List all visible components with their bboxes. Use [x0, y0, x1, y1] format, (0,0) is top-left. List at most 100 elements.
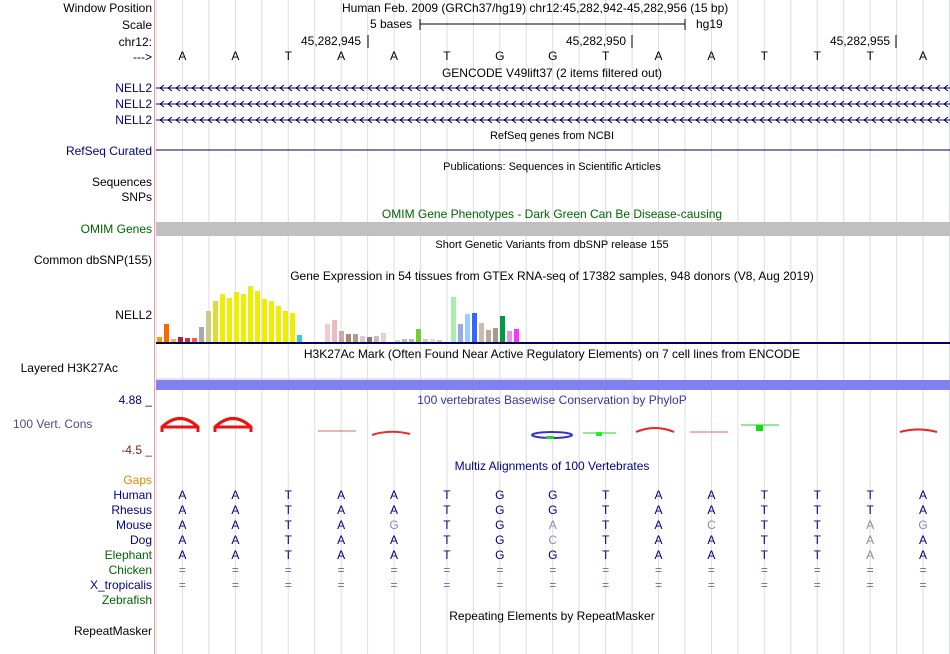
multiz-base: = [549, 563, 557, 577]
multiz-base: A [231, 548, 240, 562]
gencode-item-label[interactable]: NELL2 [115, 97, 152, 111]
multiz-track-title[interactable]: Multiz Alignments of 100 Vertebrates [454, 459, 650, 473]
multiz-base: T [601, 488, 610, 502]
omim-track-title[interactable]: OMIM Gene Phenotypes - Dark Green Can Be… [381, 207, 723, 221]
multiz-base: T [443, 518, 451, 532]
h3k27ac-track-title[interactable]: H3K27Ac Mark (Often Found Near Active Re… [303, 347, 801, 361]
omim-gene-bar[interactable] [156, 222, 950, 236]
gtex-tissue-bar [451, 297, 456, 342]
multiz-base: A [654, 488, 663, 502]
conservation-track-title[interactable]: 100 vertebrates Basewise Conservation by… [417, 393, 687, 407]
coord-label: 45,282,955 [830, 34, 891, 48]
multiz-base: T [443, 503, 451, 517]
multiz-species-label[interactable]: Human [113, 488, 152, 502]
gtex-tissue-bar [276, 306, 281, 342]
gtex-track-title[interactable]: Gene Expression in 54 tissues from GTEx … [290, 269, 814, 283]
multiz-species-label[interactable]: Elephant [104, 548, 152, 562]
multiz-base: T [813, 518, 821, 532]
gtex-tissue-bar [185, 338, 190, 342]
multiz-base: A [866, 518, 875, 532]
conservation-peak-glyph [213, 417, 253, 432]
gtex-tissue-bar [297, 335, 302, 342]
multiz-species-label[interactable]: X_tropicalis [89, 578, 152, 592]
multiz-base: G [495, 503, 505, 517]
gtex-tissue-bar [507, 331, 512, 342]
gtex-tissue-bar [437, 340, 442, 342]
gtex-tissue-bar [486, 330, 491, 342]
multiz-base: G [495, 548, 505, 562]
repeatmasker-label[interactable]: RepeatMasker [73, 624, 152, 638]
multiz-species-label[interactable]: Rhesus [111, 503, 152, 517]
multiz-base: A [707, 533, 716, 547]
gtex-tissue-bar [206, 311, 211, 342]
multiz-base: = [919, 563, 927, 577]
multiz-base: A [337, 488, 346, 502]
multiz-base: T [443, 533, 451, 547]
base-letter: T [284, 49, 292, 63]
multiz-base: = [760, 578, 768, 592]
gtex-tissue-bar [234, 292, 239, 342]
multiz-species-label[interactable]: Mouse [115, 518, 152, 532]
base-letter: T [813, 49, 821, 63]
multiz-base: G [548, 548, 558, 562]
h3k27ac-signal-bar[interactable] [156, 380, 950, 390]
multiz-base: T [601, 533, 610, 547]
gtex-tissue-bar [514, 329, 519, 342]
multiz-base: A [390, 548, 399, 562]
gencode-track-title[interactable]: GENCODE V49lift37 (2 items filtered out) [441, 66, 663, 80]
gtex-tissue-bar [227, 298, 232, 342]
multiz-base: A [178, 488, 187, 502]
base-letter: A [919, 49, 928, 63]
multiz-base: = [390, 563, 398, 577]
repeatmasker-track-title[interactable]: Repeating Elements by RepeatMasker [449, 609, 655, 623]
multiz-base: = [496, 563, 504, 577]
multiz-base: G [389, 518, 399, 532]
multiz-gaps-label[interactable]: Gaps [123, 473, 152, 487]
multiz-base: A [654, 533, 663, 547]
gtex-tissue-bar [500, 316, 505, 342]
gtex-tissue-bar [178, 337, 183, 342]
multiz-base: A [707, 503, 716, 517]
conservation-signal [635, 427, 675, 433]
multiz-base: T [866, 488, 874, 502]
multiz-base: A [231, 533, 240, 547]
multiz-base: T [443, 548, 451, 562]
refseq-track-title[interactable]: RefSeq genes from NCBI [489, 130, 615, 142]
conservation-label[interactable]: 100 Vert. Cons [13, 417, 93, 431]
multiz-species-label[interactable]: Chicken [108, 563, 152, 577]
gtex-tissue-bar [416, 329, 421, 342]
publications-snps-label[interactable]: SNPs [121, 190, 152, 204]
multiz-base: T [601, 518, 610, 532]
multiz-base: A [919, 488, 928, 502]
multiz-base: = [813, 578, 821, 592]
h3k27ac-label[interactable]: Layered H3K27Ac [20, 361, 118, 375]
publications-sequences-label[interactable]: Sequences [91, 175, 152, 189]
gencode-item-label[interactable]: NELL2 [115, 113, 152, 127]
multiz-base: A [178, 503, 187, 517]
multiz-base: A [866, 548, 875, 562]
multiz-base: = [178, 578, 186, 592]
conservation-signal [899, 428, 938, 433]
gtex-tissue-bar [423, 339, 428, 342]
multiz-species-label[interactable]: Dog [129, 533, 152, 547]
base-letter: G [548, 49, 558, 63]
refseq-curated-label[interactable]: RefSeq Curated [65, 144, 152, 158]
base-letter: T [443, 49, 451, 63]
multiz-species-label[interactable]: Zebrafish [101, 593, 152, 607]
dbsnp-track-title[interactable]: Short Genetic Variants from dbSNP releas… [435, 239, 669, 251]
multiz-base: = [866, 578, 874, 592]
gencode-item-label[interactable]: NELL2 [115, 81, 152, 95]
publications-track-title[interactable]: Publications: Sequences in Scientific Ar… [443, 161, 661, 173]
multiz-base: = [655, 578, 663, 592]
multiz-base: T [284, 518, 292, 532]
base-letter: A [654, 49, 663, 63]
chrom-label: chr12: [118, 35, 152, 49]
window-position-label: Window Position [63, 1, 152, 15]
omim-genes-label[interactable]: OMIM Genes [80, 222, 152, 236]
strand-arrow-label: ---> [133, 50, 152, 64]
gtex-tissue-bar [353, 334, 358, 342]
multiz-base: A [654, 503, 663, 517]
gtex-gene-label[interactable]: NELL2 [115, 308, 152, 322]
dbsnp-label[interactable]: Common dbSNP(155) [33, 253, 152, 267]
gtex-tissue-bar [213, 301, 218, 342]
